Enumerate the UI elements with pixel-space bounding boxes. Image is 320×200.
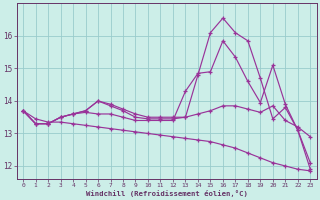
X-axis label: Windchill (Refroidissement éolien,°C): Windchill (Refroidissement éolien,°C) bbox=[86, 190, 248, 197]
